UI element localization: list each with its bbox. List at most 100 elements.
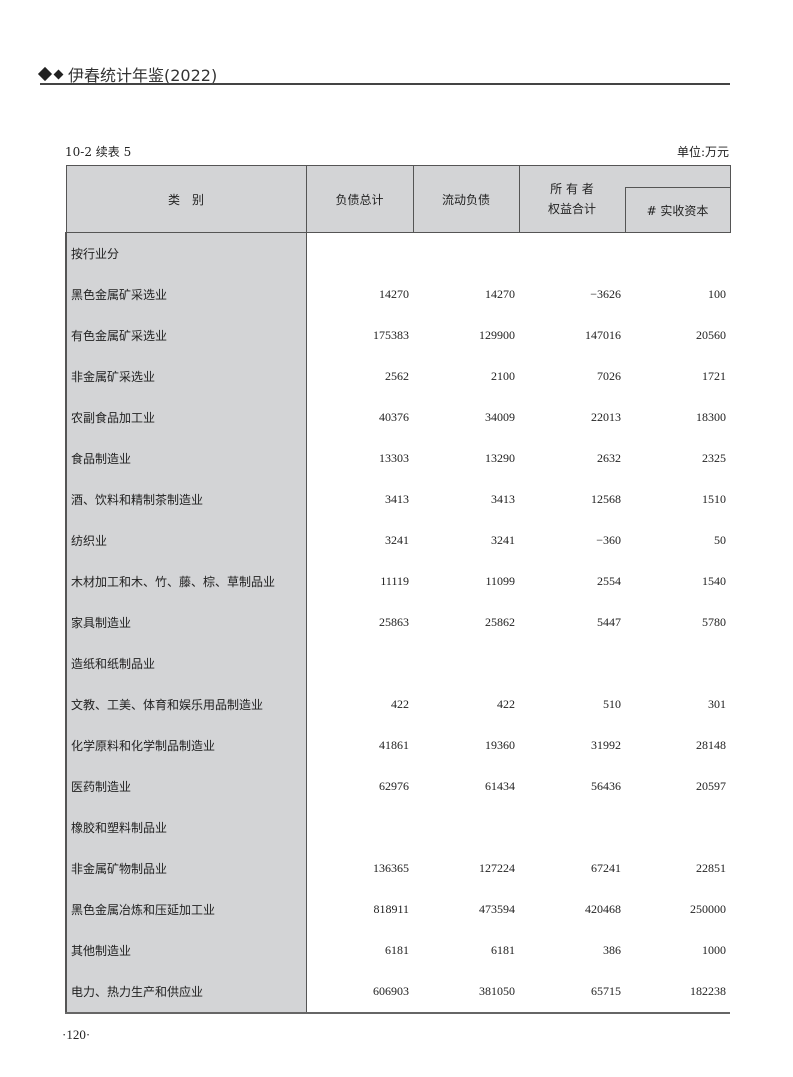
table-row: 酒、饮料和精制茶制造业 3413 3413 12568 1510 [65, 479, 730, 520]
row-value: 7026 [597, 369, 621, 383]
row-value: 20597 [696, 779, 726, 793]
row-value: 18300 [696, 410, 726, 424]
row-value: 2325 [702, 451, 726, 465]
row-category: 有色金属矿采选业 [65, 315, 307, 356]
row-category: 黑色金属矿采选业 [65, 274, 307, 315]
row-value [306, 233, 413, 275]
row-value: 22013 [591, 410, 621, 424]
row-value: 3241 [385, 533, 409, 547]
row-value: 606903 [306, 971, 413, 1014]
row-category: 医药制造业 [65, 766, 307, 807]
yearbook-title: 伊春统计年鉴(2022) [68, 66, 218, 85]
row-value: 3413 [491, 492, 515, 506]
row-category: 酒、饮料和精制茶制造业 [65, 479, 307, 520]
table-row: 文教、工美、体育和娱乐用品制造业 422 422 510 301 [65, 684, 730, 725]
row-value: 818911 [373, 902, 409, 916]
table-row: 黑色金属冶炼和压延加工业 818911 473594 420468 250000 [65, 889, 730, 930]
table-row: 纺织业 3241 3241 −360 50 [65, 520, 730, 561]
row-value [413, 807, 519, 848]
table-row: 非金属矿采选业 2562 2100 7026 1721 [65, 356, 730, 397]
table-row: 家具制造业 25863 25862 5447 5780 [65, 602, 730, 643]
row-value: 2554 [597, 574, 621, 588]
row-value: 14270 [379, 287, 409, 301]
header-spacer [625, 165, 731, 188]
row-value [306, 807, 413, 848]
row-value [625, 643, 730, 684]
row-value: 5447 [597, 615, 621, 629]
row-value: 34009 [485, 410, 515, 424]
header-category: 类 别 [65, 165, 307, 233]
row-value: 6181 [491, 943, 515, 957]
header-owners-equity: 所 有 者 权益合计 [518, 165, 625, 233]
row-value: 67241 [591, 861, 621, 875]
double-diamond-icon [37, 66, 64, 82]
row-value: −360 [596, 533, 621, 547]
row-category: 纺织业 [65, 520, 307, 561]
row-value: 62976 [379, 779, 409, 793]
row-value: 386 [603, 943, 621, 957]
row-value [625, 233, 730, 275]
row-value: 6181 [385, 943, 409, 957]
row-value [413, 643, 519, 684]
row-value [413, 233, 519, 275]
row-value: 381050 [413, 971, 519, 1014]
row-value: 2632 [597, 451, 621, 465]
row-value: 28148 [696, 738, 726, 752]
row-category: 非金属矿采选业 [65, 356, 307, 397]
table-row: 农副食品加工业 40376 34009 22013 18300 [65, 397, 730, 438]
table-row: 橡胶和塑料制品业 [65, 807, 730, 848]
table-id: 10-2 续表 5 [65, 145, 132, 159]
row-value: 250000 [690, 902, 726, 916]
table-row: 其他制造业 6181 6181 386 1000 [65, 930, 730, 971]
row-category: 黑色金属冶炼和压延加工业 [65, 889, 307, 930]
row-category: 造纸和纸制品业 [65, 643, 307, 684]
row-value: 422 [391, 697, 409, 711]
table-row: 黑色金属矿采选业 14270 14270 −3626 100 [65, 274, 730, 315]
header-total-liabilities: 负债总计 [305, 165, 414, 233]
table-row: 按行业分 [65, 232, 730, 275]
row-category: 非金属矿物制品业 [65, 848, 307, 889]
row-category: 电力、热力生产和供应业 [65, 971, 307, 1014]
row-value: 41861 [379, 738, 409, 752]
row-value: 473594 [479, 902, 515, 916]
row-value [519, 807, 625, 848]
row-value: 182238 [625, 971, 730, 1014]
row-value: 420468 [585, 902, 621, 916]
running-header: 伊春统计年鉴(2022) [37, 62, 218, 86]
table-row: 医药制造业 62976 61434 56436 20597 [65, 766, 730, 807]
row-category: 化学原料和化学制品制造业 [65, 725, 307, 766]
row-category: 木材加工和木、竹、藤、棕、草制品业 [65, 561, 307, 602]
table-row: 木材加工和木、竹、藤、棕、草制品业 11119 11099 2554 1540 [65, 561, 730, 602]
header-paid-in-capital: # 实收资本 [624, 187, 731, 233]
row-category: 食品制造业 [65, 438, 307, 479]
row-value: 301 [708, 697, 726, 711]
row-category: 文教、工美、体育和娱乐用品制造业 [65, 684, 307, 725]
page-number: ·120· [62, 1027, 91, 1042]
row-value: 50 [714, 533, 726, 547]
row-value: 20560 [696, 328, 726, 342]
row-value: 12568 [591, 492, 621, 506]
row-value: 147016 [585, 328, 621, 342]
row-value: 136365 [373, 861, 409, 875]
row-value: 1540 [702, 574, 726, 588]
row-value: 14270 [485, 287, 515, 301]
row-value: 3413 [385, 492, 409, 506]
row-value [519, 643, 625, 684]
row-value: 61434 [485, 779, 515, 793]
table-row: 有色金属矿采选业 175383 129900 147016 20560 [65, 315, 730, 356]
row-value: 5780 [702, 615, 726, 629]
row-value: 422 [497, 697, 515, 711]
row-value: 1000 [702, 943, 726, 957]
row-value [306, 643, 413, 684]
row-value: 100 [708, 287, 726, 301]
row-value: 1510 [702, 492, 726, 506]
row-value: 510 [603, 697, 621, 711]
row-value: 22851 [696, 861, 726, 875]
row-value: 56436 [591, 779, 621, 793]
table-row: 非金属矿物制品业 136365 127224 67241 22851 [65, 848, 730, 889]
row-value: 65715 [519, 971, 625, 1014]
unit-label: 单位:万元 [676, 145, 729, 159]
row-value: 25863 [379, 615, 409, 629]
row-category: 家具制造业 [65, 602, 307, 643]
